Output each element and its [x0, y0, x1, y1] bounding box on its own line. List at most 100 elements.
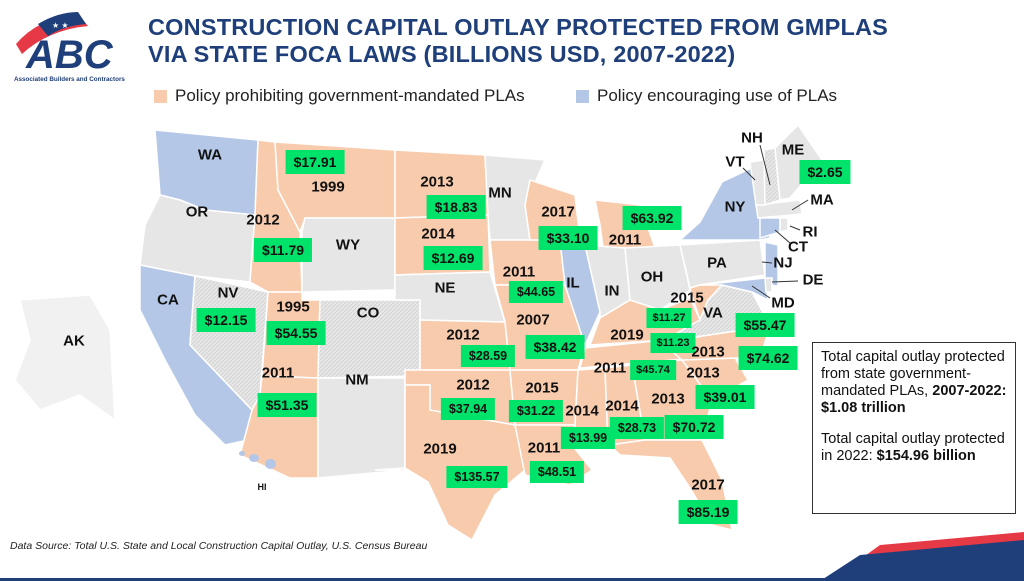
title-line-2: VIA STATE FOCA LAWS (BILLIONS USD, 2007-… [148, 41, 736, 67]
state-year-nc: 2013 [691, 343, 725, 361]
state-value-mi: $63.92 [622, 206, 682, 230]
state-label-nj: NJ [773, 254, 793, 272]
state-label-nh: NH [741, 129, 763, 147]
state-year-al: 2014 [605, 397, 639, 415]
state-value-wi: $33.10 [538, 226, 598, 250]
state-year-ar: 2015 [525, 379, 559, 397]
summary-2022: $154.96 billion [876, 448, 976, 464]
state-year-mi: 2011 [608, 231, 642, 249]
leader-line-md [751, 285, 771, 299]
state-value-fl: $85.19 [678, 500, 738, 524]
state-year-az: 2011 [261, 364, 295, 382]
state-fl [608, 439, 733, 532]
summary-text-1: Total capital outlay protected from stat… [821, 349, 1005, 399]
state-year-ok: 2012 [456, 376, 490, 394]
state-tx [374, 384, 526, 542]
state-value-nd: $18.83 [426, 195, 486, 219]
legend-swatch-orange [154, 89, 167, 103]
state-year-ky: 2019 [610, 326, 644, 344]
state-nj [764, 241, 779, 287]
state-year-ut: 1995 [276, 298, 310, 316]
state-value-sd: $12.69 [423, 246, 483, 270]
state-year-tn: 2011 [593, 359, 627, 377]
leader-line-ct [774, 229, 791, 244]
state-year-sc: 2013 [686, 364, 720, 382]
state-value-al: $28.73 [609, 417, 665, 439]
state-oh [624, 244, 691, 311]
leader-line-de [771, 280, 799, 283]
data-source: Data Source: Total U.S. State and Local … [10, 540, 428, 552]
state-label-ny: NY [724, 198, 746, 216]
state-value-ut: $54.55 [266, 321, 326, 345]
state-value-nv: $12.15 [196, 308, 256, 332]
state-year-ms: 2014 [565, 402, 599, 420]
state-label-me: ME [781, 141, 805, 159]
state-value-me: $2.65 [799, 160, 851, 184]
state-label-ne: NE [434, 279, 456, 297]
leader-line-ri [789, 225, 801, 231]
state-hi-island [265, 459, 276, 469]
state-value-nc: $74.62 [738, 346, 798, 370]
state-label-ct: CT [788, 238, 808, 256]
state-label-vt: VT [725, 153, 745, 171]
summary-total: 2007-2022: $1.08 trillion [821, 383, 1007, 416]
state-value-ar: $31.22 [508, 400, 564, 422]
svg-text:ABC: ABC [25, 33, 114, 77]
legend-label: Policy prohibiting government-mandated P… [175, 86, 525, 105]
state-value-mt: $17.91 [285, 150, 345, 174]
state-wy [301, 217, 396, 293]
leader-line-ma [791, 199, 809, 211]
state-label-oh: OH [640, 268, 664, 286]
state-label-pa: PA [707, 254, 727, 272]
state-value-id: $11.79 [253, 238, 313, 262]
state-label-or: OR [185, 203, 209, 221]
state-year-la: 2011 [527, 439, 561, 457]
state-label-va: VA [703, 304, 723, 322]
leader-line-vt [742, 167, 756, 181]
legend-encouraging: Policy encouraging use of PLAs [576, 86, 837, 106]
state-de [764, 277, 773, 293]
abc-logo: ★ ★ ABC Associated Builders and Contract… [14, 12, 125, 83]
legend-label: Policy encouraging use of PLAs [597, 86, 838, 105]
page-title: CONSTRUCTION CAPITAL OUTLAY PROTECTED FR… [148, 14, 888, 68]
svg-text:Associated Builders and Contra: Associated Builders and Contractors [14, 76, 125, 83]
summary-box: Total capital outlay protected from stat… [812, 342, 1016, 514]
state-year-sd: 2014 [421, 225, 455, 243]
state-label-ma: MA [810, 191, 834, 209]
state-year-ks: 2012 [446, 326, 480, 344]
leader-line-nj [761, 261, 773, 264]
state-value-wv: $11.27 [646, 308, 692, 328]
state-value-az: $51.35 [257, 393, 317, 417]
state-value-mo: $38.42 [525, 335, 585, 359]
state-value-va: $55.47 [735, 313, 795, 337]
state-label-hi: HI [257, 482, 267, 492]
state-label-md: MD [771, 294, 795, 312]
state-label-de: DE [802, 271, 824, 289]
state-value-tx: $135.57 [446, 466, 508, 488]
state-year-tx: 2019 [423, 440, 457, 458]
state-value-ok: $37.94 [440, 398, 496, 420]
state-md [699, 277, 769, 302]
state-year-nd: 2013 [420, 173, 454, 191]
state-hi-island [249, 454, 259, 462]
state-label-ri: RI [802, 223, 818, 241]
state-label-wy: WY [335, 236, 361, 254]
state-year-wv: 2015 [670, 289, 704, 307]
state-value-ms: $13.99 [560, 427, 616, 449]
leader-line-nh [759, 144, 771, 186]
state-label-ak: AK [63, 332, 85, 350]
state-label-ca: CA [157, 291, 179, 309]
state-year-mt: 1999 [311, 178, 345, 196]
state-label-co: CO [356, 304, 380, 322]
state-year-wi: 2017 [541, 203, 575, 221]
legend-prohibiting: Policy prohibiting government-mandated P… [154, 86, 525, 106]
state-label-wa: WA [197, 146, 223, 164]
state-year-ia: 2011 [502, 263, 536, 281]
state-year-fl: 2017 [691, 476, 725, 494]
state-value-ga: $70.72 [664, 415, 724, 439]
state-value-sc: $39.01 [695, 385, 755, 409]
state-label-nm: NM [345, 371, 369, 389]
